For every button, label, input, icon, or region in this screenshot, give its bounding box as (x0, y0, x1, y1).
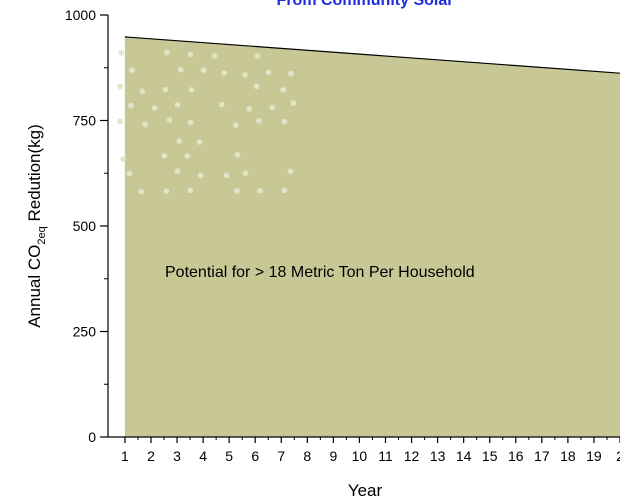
y-tick-label: 500 (73, 218, 97, 234)
texture-dot (118, 49, 125, 56)
x-tick-label: 8 (303, 448, 311, 464)
texture-dot (138, 188, 144, 195)
area-fill (124, 36, 620, 437)
texture-dot (120, 156, 126, 162)
texture-dot (246, 106, 252, 112)
texture-dot (200, 67, 207, 73)
texture-dot (184, 153, 191, 159)
texture-dot (163, 188, 170, 194)
texture-dot (128, 102, 134, 109)
texture-dot (117, 83, 123, 90)
y-tick-label: 250 (73, 324, 97, 340)
texture-dot (187, 119, 194, 126)
x-tick-label: 2 (147, 448, 155, 464)
x-tick-label: 15 (482, 448, 498, 464)
texture-dot (151, 105, 158, 111)
x-tick-label: 1 (121, 448, 129, 464)
y-axis-label-subscript: 2eq (36, 226, 48, 244)
texture-dot (242, 72, 248, 78)
texture-dot (281, 118, 288, 125)
texture-dot (187, 187, 193, 194)
texture-dot (142, 121, 148, 128)
texture-dot (254, 53, 261, 59)
y-tick-label: 1000 (65, 7, 96, 23)
x-tick-label: 16 (508, 448, 524, 464)
x-tick-label: 12 (404, 448, 420, 464)
x-axis-label: Year (348, 481, 383, 500)
dot-texture (117, 49, 297, 195)
y-axis-label-suffix: Redution(kg) (25, 124, 44, 226)
texture-dot (290, 100, 297, 106)
texture-dot (196, 139, 203, 145)
x-tick-label: 6 (251, 448, 259, 464)
texture-dot (178, 66, 184, 73)
chart-title: From Community Solar (277, 0, 454, 9)
y-axis-label: Annual CO2eq Redution(kg) (25, 124, 48, 328)
x-tick-label: 13 (430, 448, 446, 464)
texture-dot (188, 87, 195, 93)
texture-dot (234, 152, 241, 158)
series-line (124, 36, 620, 74)
y-tick-label: 0 (88, 429, 96, 445)
x-axis: 123456789101112131415161718192 (108, 436, 620, 464)
y-tick-label: 750 (73, 113, 97, 129)
texture-dot (174, 168, 181, 174)
x-tick-label: 14 (456, 448, 472, 464)
texture-dot (223, 172, 230, 179)
texture-dot (265, 69, 272, 76)
texture-dot (197, 172, 204, 179)
texture-dot (117, 118, 123, 125)
texture-dot (234, 188, 240, 194)
texture-dot (161, 152, 168, 159)
texture-dot (287, 168, 294, 175)
texture-dot (211, 53, 218, 59)
x-tick-label: 2 (616, 448, 620, 464)
texture-dot (166, 117, 173, 123)
texture-dot (219, 101, 225, 108)
texture-dot (176, 138, 182, 144)
texture-dot (174, 101, 181, 108)
texture-dot (232, 122, 239, 128)
texture-dot (126, 170, 133, 177)
y-axis-label-prefix: Annual CO (25, 245, 44, 328)
texture-dot (281, 187, 288, 194)
annotation-text: Potential for > 18 Metric Ton Per Househ… (165, 264, 475, 281)
texture-dot (280, 87, 286, 93)
x-tick-label: 18 (560, 448, 576, 464)
texture-dot (162, 86, 169, 93)
x-tick-label: 9 (329, 448, 337, 464)
texture-dot (269, 104, 276, 111)
texture-dot (221, 70, 228, 76)
x-tick-label: 5 (225, 448, 233, 464)
texture-dot (255, 118, 262, 124)
x-tick-label: 3 (173, 448, 181, 464)
x-tick-label: 17 (534, 448, 550, 464)
texture-dot (187, 51, 194, 58)
texture-dot (139, 88, 146, 95)
texture-dot (253, 83, 260, 90)
x-tick-label: 19 (586, 448, 602, 464)
x-tick-label: 10 (352, 448, 368, 464)
x-tick-label: 4 (199, 448, 207, 464)
texture-dot (257, 188, 263, 194)
x-tick-label: 7 (277, 448, 285, 464)
texture-dot (129, 67, 135, 73)
x-tick-label: 11 (378, 448, 393, 464)
y-axis: 0 250 500 750 1000 (65, 7, 109, 445)
texture-dot (242, 170, 249, 176)
texture-dot (288, 70, 294, 77)
texture-dot (164, 49, 170, 56)
